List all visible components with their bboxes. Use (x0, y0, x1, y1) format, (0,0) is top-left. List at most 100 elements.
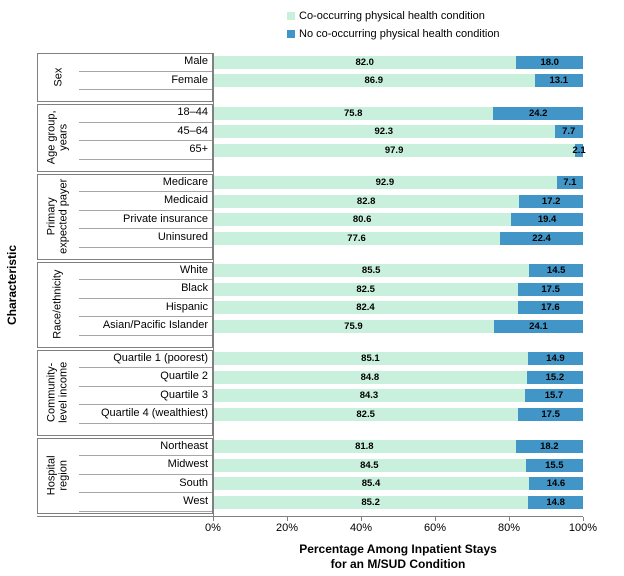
category-group-rows: Quartile 1 (poorest) 85.1 14.9 Quartile 2 84… (79, 350, 590, 436)
bar-track: 81.8 18.2 (213, 438, 583, 457)
bar-segment-no-co-occurring: 24.1 (493, 319, 583, 333)
stacked-bar: 82.0 18.0 (213, 55, 583, 69)
bar-segment-co-occurring: 85.1 (213, 352, 528, 365)
bar-value-label: 7.7 (562, 126, 576, 137)
stacked-bar: 82.4 17.6 (213, 301, 583, 314)
bar-value-label: 18.2 (540, 441, 559, 452)
bar-segment-co-occurring: 81.8 (213, 440, 516, 453)
group-spacer (79, 424, 590, 436)
stacked-bar: 97.9 2.1 (213, 143, 586, 157)
table-row: South 85.4 14.6 (79, 475, 590, 494)
stacked-bar: 75.8 24.2 (213, 106, 583, 120)
table-row: Male 82.0 18.0 (79, 53, 590, 72)
bar-value-label: 86.9 (364, 75, 384, 86)
bar-segment-no-co-occurring: 2.1 (573, 143, 586, 157)
stacked-bar: 85.5 14.5 (213, 264, 583, 277)
row-label: Medicaid (79, 192, 213, 211)
stacked-bar: 80.6 19.4 (213, 213, 583, 226)
row-label: 65+ (79, 141, 213, 160)
group-spacer (79, 160, 590, 172)
stacked-bar: 84.5 15.5 (213, 458, 583, 472)
legend-item: No co-occurring physical health conditio… (287, 25, 500, 43)
bar-value-label: 14.8 (546, 496, 565, 508)
y-axis-label: Characteristic (5, 244, 19, 326)
row-label: West (79, 493, 213, 512)
category-group-rows: Northeast 81.8 18.2 Midwest 84.5 15.5 South 85.… (79, 438, 590, 514)
x-axis-title-line1: Percentage Among Inpatient Stays (299, 541, 497, 556)
row-label: Hispanic (79, 299, 213, 317)
category-group-rows: 18–44 75.8 24.2 45–64 92.3 7.7 65+ 97.9 2.1 (79, 104, 590, 172)
row-label: Female (79, 72, 213, 90)
bar-segment-co-occurring: 85.4 (213, 477, 529, 490)
row-label: Quartile 1 (poorest) (79, 350, 213, 368)
bar-value-label: 14.6 (546, 478, 566, 489)
x-axis-tick (435, 516, 436, 521)
bar-track: 82.4 17.6 (213, 299, 583, 318)
bar-segment-co-occurring: 82.4 (213, 301, 518, 314)
bar-value-label: 77.6 (347, 232, 366, 244)
bar-segment-no-co-occurring: 17.5 (518, 407, 583, 421)
x-axis-tick-label: 100% (568, 521, 598, 534)
bar-value-label: 75.9 (344, 320, 363, 332)
legend-label: Co-occurring physical health condition (299, 10, 485, 22)
bar-value-label: 17.2 (541, 195, 561, 207)
table-row: West 85.2 14.8 (79, 493, 590, 512)
row-label: Black (79, 280, 213, 299)
category-group-label: Primary expected payer (37, 174, 79, 260)
bar-value-label: 84.5 (360, 459, 379, 471)
legend: Co-occurring physical health condition No… (287, 7, 500, 43)
bar-value-label: 82.0 (355, 56, 374, 68)
table-row: Quartile 2 84.8 15.2 (79, 368, 590, 387)
group-spacer (79, 90, 590, 102)
category-group-label: Hospital region (37, 438, 79, 514)
bar-segment-co-occurring: 82.5 (213, 407, 519, 421)
stacked-bar: 84.3 15.7 (213, 389, 583, 402)
x-axis-tick (213, 516, 214, 521)
bar-segment-co-occurring: 82.0 (213, 55, 517, 69)
bar-track: 75.8 24.2 (213, 104, 583, 123)
category-group: Community- level income Quartile 1 (poore… (37, 349, 590, 436)
bar-segment-no-co-occurring: 14.5 (529, 264, 583, 277)
category-group-label-text: Sex (51, 68, 64, 87)
bar-value-label: 17.6 (541, 302, 560, 313)
bar-segment-no-co-occurring: 7.1 (556, 176, 583, 189)
bar-value-label: 75.8 (343, 107, 363, 119)
table-row: Northeast 81.8 18.2 (79, 438, 590, 457)
x-axis-tick-label: 80% (497, 521, 521, 534)
bar-segment-co-occurring: 86.9 (213, 74, 535, 87)
bar-track: 85.1 14.9 (213, 350, 583, 369)
category-group-label-text: Race/ethnicity (51, 269, 64, 340)
bar-track: 84.3 15.7 (213, 387, 583, 406)
x-axis-tick (361, 516, 362, 521)
bar-track: 86.9 13.1 (213, 72, 583, 91)
category-group-rows: Medicare 92.9 7.1 Medicaid 82.8 17.2 Private i… (79, 174, 590, 260)
table-row: White 85.5 14.5 (79, 262, 590, 281)
bar-segment-co-occurring: 77.6 (213, 231, 501, 245)
category-group-rows: White 85.5 14.5 Black 82.5 17.5 Hispanic 82.4 17… (79, 262, 590, 348)
bar-value-label: 13.1 (549, 75, 569, 86)
bar-segment-co-occurring: 92.3 (213, 125, 555, 138)
row-label: Uninsured (79, 229, 213, 248)
stacked-bar: 82.5 17.5 (213, 282, 583, 296)
bar-track: 85.4 14.6 (213, 475, 583, 494)
bar-segment-no-co-occurring: 14.8 (528, 495, 583, 509)
category-group-label: Race/ethnicity (37, 262, 79, 348)
bar-segment-co-occurring: 82.8 (213, 194, 520, 208)
bar-segment-no-co-occurring: 13.1 (534, 74, 583, 87)
category-group: Sex Male 82.0 18.0 Female 86.9 13.1 (37, 53, 590, 102)
bar-value-label: 82.8 (356, 195, 376, 207)
bar-value-label: 24.1 (529, 320, 548, 332)
bar-value-label: 85.1 (361, 353, 380, 364)
group-spacer (79, 512, 590, 514)
bar-segment-co-occurring: 85.5 (213, 264, 530, 277)
table-row: Asian/Pacific Islander 75.9 24.1 (79, 317, 590, 336)
bar-value-label: 81.8 (355, 441, 374, 452)
table-row: Medicaid 82.8 17.2 (79, 192, 590, 211)
bar-track: 85.5 14.5 (213, 262, 583, 281)
category-group: Race/ethnicity White 85.5 14.5 Black 82.5 17.5… (37, 261, 590, 348)
row-label: Quartile 3 (79, 387, 213, 405)
chart-area: Sex Male 82.0 18.0 Female 86.9 13.1 Age group, … (37, 53, 597, 572)
row-label: Northeast (79, 438, 213, 456)
bar-value-label: 82.4 (356, 302, 375, 313)
bar-value-label: 82.5 (356, 283, 375, 295)
